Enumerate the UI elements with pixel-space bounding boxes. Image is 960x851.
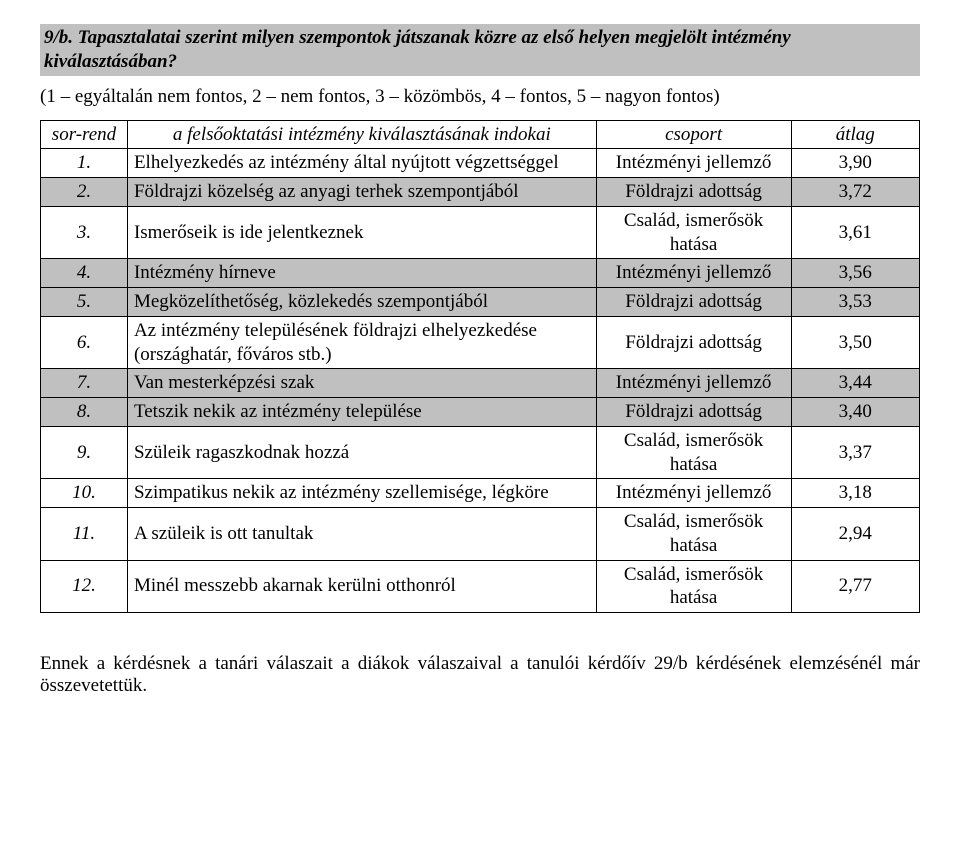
cell-indok: Intézmény hírneve: [127, 259, 596, 288]
cell-csoport: Család, ismerősök hatása: [596, 508, 791, 561]
cell-csoport: Földrajzi adottság: [596, 398, 791, 427]
table-row: 11.A szüleik is ott tanultakCsalád, isme…: [41, 508, 920, 561]
cell-indok: Elhelyezkedés az intézmény által nyújtot…: [127, 149, 596, 178]
col-header-indok: a felsőoktatási intézmény kiválasztásána…: [127, 120, 596, 149]
cell-csoport: Család, ismerősök hatása: [596, 426, 791, 479]
cell-indok: Van mesterképzési szak: [127, 369, 596, 398]
table-row: 12.Minél messzebb akarnak kerülni otthon…: [41, 560, 920, 613]
cell-csoport: Intézményi jellemző: [596, 369, 791, 398]
cell-sorrend: 9.: [41, 426, 128, 479]
cell-atlag: 3,56: [791, 259, 919, 288]
cell-sorrend: 4.: [41, 259, 128, 288]
question-heading: 9/b. Tapasztalatai szerint milyen szempo…: [40, 24, 920, 76]
table-row: 5.Megközelíthetőség, közlekedés szempont…: [41, 288, 920, 317]
cell-sorrend: 3.: [41, 206, 128, 259]
table-row: 9.Szüleik ragaszkodnak hozzáCsalád, isme…: [41, 426, 920, 479]
col-header-atlag: átlag: [791, 120, 919, 149]
cell-csoport: Földrajzi adottság: [596, 178, 791, 207]
cell-sorrend: 8.: [41, 398, 128, 427]
cell-sorrend: 1.: [41, 149, 128, 178]
cell-atlag: 3,44: [791, 369, 919, 398]
cell-csoport: Család, ismerősök hatása: [596, 206, 791, 259]
cell-indok: Szüleik ragaszkodnak hozzá: [127, 426, 596, 479]
table-row: 7.Van mesterképzési szakIntézményi jelle…: [41, 369, 920, 398]
table-row: 4.Intézmény hírneveIntézményi jellemző3,…: [41, 259, 920, 288]
cell-atlag: 3,53: [791, 288, 919, 317]
cell-indok: Tetszik nekik az intézmény települése: [127, 398, 596, 427]
table-row: 10.Szimpatikus nekik az intézmény szelle…: [41, 479, 920, 508]
table-row: 3.Ismerőseik is ide jelentkeznekCsalád, …: [41, 206, 920, 259]
cell-atlag: 2,94: [791, 508, 919, 561]
cell-indok: Ismerőseik is ide jelentkeznek: [127, 206, 596, 259]
cell-indok: A szüleik is ott tanultak: [127, 508, 596, 561]
cell-sorrend: 5.: [41, 288, 128, 317]
cell-csoport: Család, ismerősök hatása: [596, 560, 791, 613]
cell-indok: Földrajzi közelség az anyagi terhek szem…: [127, 178, 596, 207]
cell-atlag: 2,77: [791, 560, 919, 613]
cell-atlag: 3,61: [791, 206, 919, 259]
cell-indok: Szimpatikus nekik az intézmény szellemis…: [127, 479, 596, 508]
cell-sorrend: 12.: [41, 560, 128, 613]
col-header-csoport: csoport: [596, 120, 791, 149]
cell-indok: Megközelíthetőség, közlekedés szempontjá…: [127, 288, 596, 317]
cell-sorrend: 11.: [41, 508, 128, 561]
footer-note: Ennek a kérdésnek a tanári válaszait a d…: [40, 653, 920, 697]
cell-atlag: 3,72: [791, 178, 919, 207]
results-table: sor-rend a felsőoktatási intézmény kivál…: [40, 120, 920, 614]
table-row: 8.Tetszik nekik az intézmény településeF…: [41, 398, 920, 427]
table-row: 1.Elhelyezkedés az intézmény által nyújt…: [41, 149, 920, 178]
cell-csoport: Intézményi jellemző: [596, 259, 791, 288]
cell-atlag: 3,37: [791, 426, 919, 479]
cell-sorrend: 6.: [41, 316, 128, 369]
cell-atlag: 3,40: [791, 398, 919, 427]
cell-atlag: 3,90: [791, 149, 919, 178]
cell-indok: Minél messzebb akarnak kerülni otthonról: [127, 560, 596, 613]
scale-note: (1 – egyáltalán nem fontos, 2 – nem font…: [40, 86, 920, 108]
col-header-sorrend: sor-rend: [41, 120, 128, 149]
cell-csoport: Földrajzi adottság: [596, 288, 791, 317]
cell-atlag: 3,50: [791, 316, 919, 369]
cell-csoport: Földrajzi adottság: [596, 316, 791, 369]
cell-sorrend: 7.: [41, 369, 128, 398]
cell-csoport: Intézményi jellemző: [596, 149, 791, 178]
table-row: 2.Földrajzi közelség az anyagi terhek sz…: [41, 178, 920, 207]
table-row: 6.Az intézmény településének földrajzi e…: [41, 316, 920, 369]
cell-sorrend: 2.: [41, 178, 128, 207]
cell-indok: Az intézmény településének földrajzi elh…: [127, 316, 596, 369]
cell-csoport: Intézményi jellemző: [596, 479, 791, 508]
cell-atlag: 3,18: [791, 479, 919, 508]
cell-sorrend: 10.: [41, 479, 128, 508]
table-header-row: sor-rend a felsőoktatási intézmény kivál…: [41, 120, 920, 149]
